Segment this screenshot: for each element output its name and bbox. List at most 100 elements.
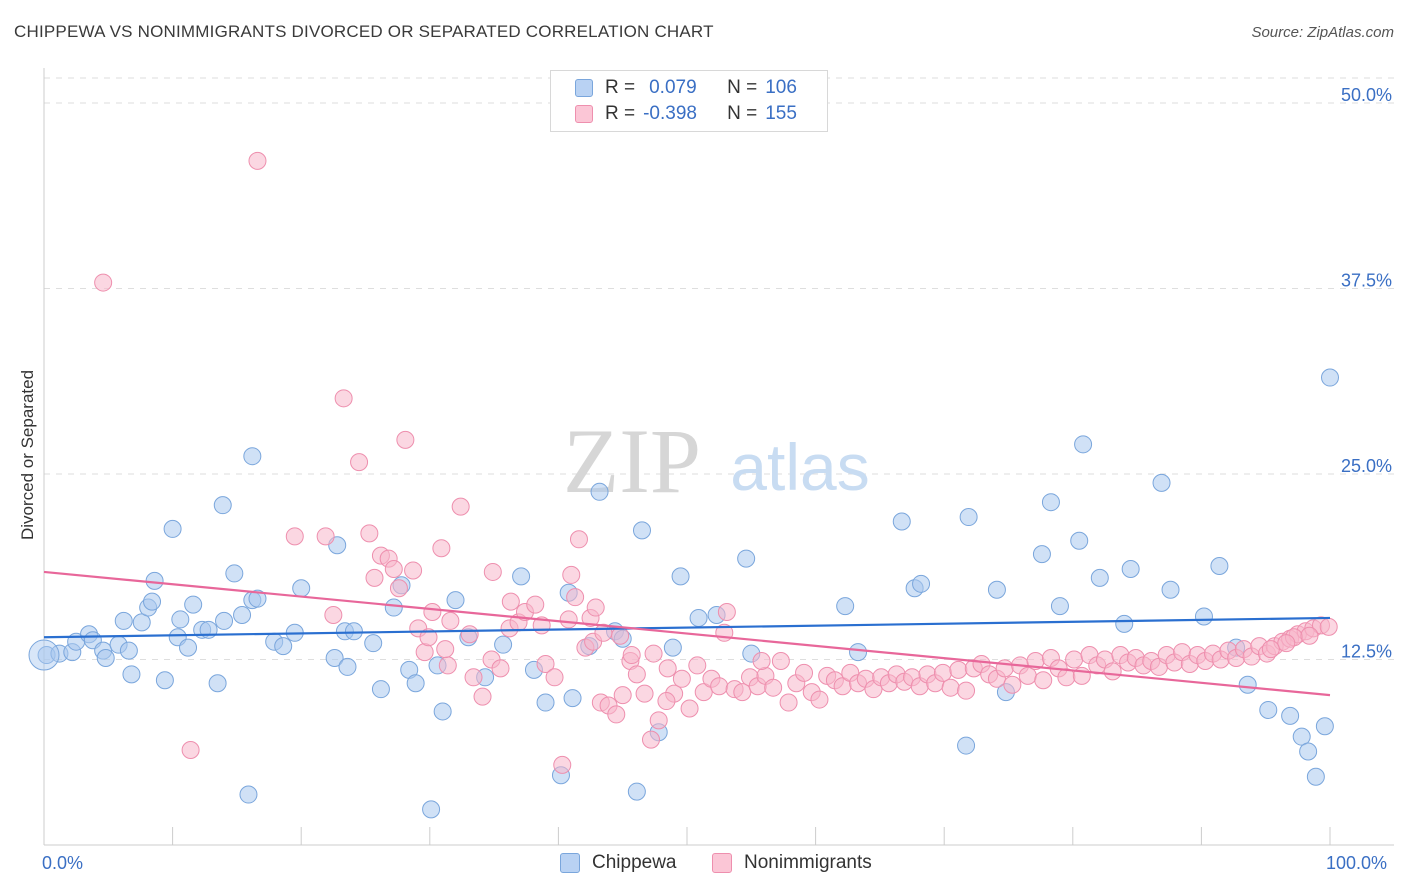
chippewa-point (912, 574, 931, 593)
axis-layer (43, 68, 1394, 846)
chippewa-point (1306, 767, 1325, 786)
chippewa-point (1315, 717, 1334, 736)
chippewa-point (892, 512, 911, 531)
chippewa-point (1321, 368, 1339, 387)
nonimmigrants-point (360, 524, 379, 543)
nonimmigrants-point (473, 687, 492, 706)
chippewa-point (243, 447, 262, 466)
nonimmigrants-point (795, 663, 814, 682)
nonimmigrants-point (607, 705, 626, 724)
nonimmigrants-point (483, 562, 502, 581)
series-legend: Chippewa Nonimmigrants (0, 852, 1406, 878)
chippewa-point (590, 482, 609, 501)
chippewa-point (364, 634, 383, 653)
nonimmigrants-point (622, 646, 641, 665)
nonimmigrants-point (501, 592, 520, 611)
x-tick-label-min: 0.0% (42, 853, 84, 873)
nonimmigrants-point (436, 640, 455, 659)
nonimmigrants-point (324, 605, 343, 624)
nonimmigrants-point (1319, 617, 1338, 636)
nonimmigrants-point (464, 668, 483, 687)
nonimmigrants-point (764, 678, 783, 697)
chippewa-point (225, 564, 244, 583)
nonimmigrants-point (680, 699, 699, 718)
chippewa-point (1292, 727, 1311, 746)
nonimmigrants-point (384, 559, 403, 578)
nonimmigrants-point (752, 651, 771, 670)
watermark-zip: ZIP (563, 410, 701, 512)
nonimmigrants-point (657, 692, 676, 711)
chippewa-point (512, 567, 531, 586)
chippewa-point (344, 622, 363, 641)
chippewa-point (292, 579, 311, 598)
chippewa-point (422, 800, 441, 819)
legend-label-nonimmigrants: Nonimmigrants (744, 852, 872, 873)
r-label: R = (605, 103, 636, 124)
legend-row-chippewa: R = 0.079 N = 106 (575, 76, 797, 100)
chippewa-point (406, 674, 425, 693)
nonimmigrants-point (941, 678, 960, 697)
chippewa-point (433, 702, 452, 721)
nonimmigrants-point (415, 643, 434, 662)
chippewa-point (1041, 493, 1060, 512)
watermark: ZIP atlas (563, 410, 870, 512)
chippewa-point (239, 785, 258, 804)
nonimmigrants-point (1034, 671, 1053, 690)
nonimmigrants-point (635, 684, 654, 703)
chippewa-point (132, 613, 151, 632)
chippewa-point (1210, 557, 1229, 576)
chippewa-point (563, 689, 582, 708)
nonimmigrants-point (1103, 662, 1122, 681)
n-label: N = (727, 77, 758, 98)
chippewa-point (836, 597, 855, 616)
chart-title: CHIPPEWA VS NONIMMIGRANTS DIVORCED OR SE… (14, 22, 714, 41)
chippewa-trend-line (43, 616, 1331, 639)
nonimmigrants-point (688, 656, 707, 675)
nonimmigrants-point (404, 561, 423, 580)
chippewa-point (1194, 607, 1213, 626)
chippewa-point (163, 519, 182, 538)
nonimmigrants-point (419, 628, 438, 647)
grid-layer (44, 77, 1394, 660)
nonimmigrants-point (526, 595, 545, 614)
chippewa-point (1070, 531, 1089, 550)
nonimmigrants-point (949, 660, 968, 679)
legend-label-chippewa: Chippewa (592, 852, 677, 873)
nonimmigrants-point (771, 651, 790, 670)
chippewa-point (737, 549, 756, 568)
nonimmigrants-point (553, 755, 572, 774)
legend-item-chippewa: Chippewa (560, 852, 677, 874)
chippewa-point (627, 782, 646, 801)
chippewa-point (384, 598, 403, 617)
chippewa-point (536, 693, 555, 712)
chippewa-point (179, 638, 198, 657)
nonimmigrants-point (641, 730, 660, 749)
r-value: 0.079 (649, 77, 697, 98)
chippewa-point (143, 592, 162, 611)
nonimmigrants-point (672, 669, 691, 688)
legend-swatch-pink (712, 853, 732, 873)
r-value: -0.398 (643, 103, 697, 124)
chippewa-point (849, 643, 868, 662)
chippewa-point (325, 649, 344, 668)
chippewa-point (213, 496, 232, 515)
y-tick-label: 37.5% (1341, 271, 1392, 291)
nonimmigrants-point (181, 741, 200, 760)
chippewa-point (184, 595, 203, 614)
chippewa-point (1281, 706, 1300, 725)
nonimmigrants-point (779, 693, 798, 712)
chippewa-point (987, 580, 1006, 599)
y-tick-labels: 12.5% 25.0% 37.5% 50.0% (1341, 85, 1392, 662)
chippewa-point (119, 641, 138, 660)
chippewa-point (145, 571, 164, 590)
nonimmigrants-point (733, 683, 752, 702)
nonimmigrants-point (365, 568, 384, 587)
chippewa-point (1121, 559, 1140, 578)
nonimmigrants-point (389, 579, 408, 598)
nonimmigrants-point (957, 681, 976, 700)
n-value: 155 (765, 103, 797, 124)
nonimmigrants-point (285, 527, 304, 546)
nonimmigrants-point (658, 659, 677, 678)
chippewa-point (96, 649, 115, 668)
nonimmigrants-point (396, 430, 415, 449)
